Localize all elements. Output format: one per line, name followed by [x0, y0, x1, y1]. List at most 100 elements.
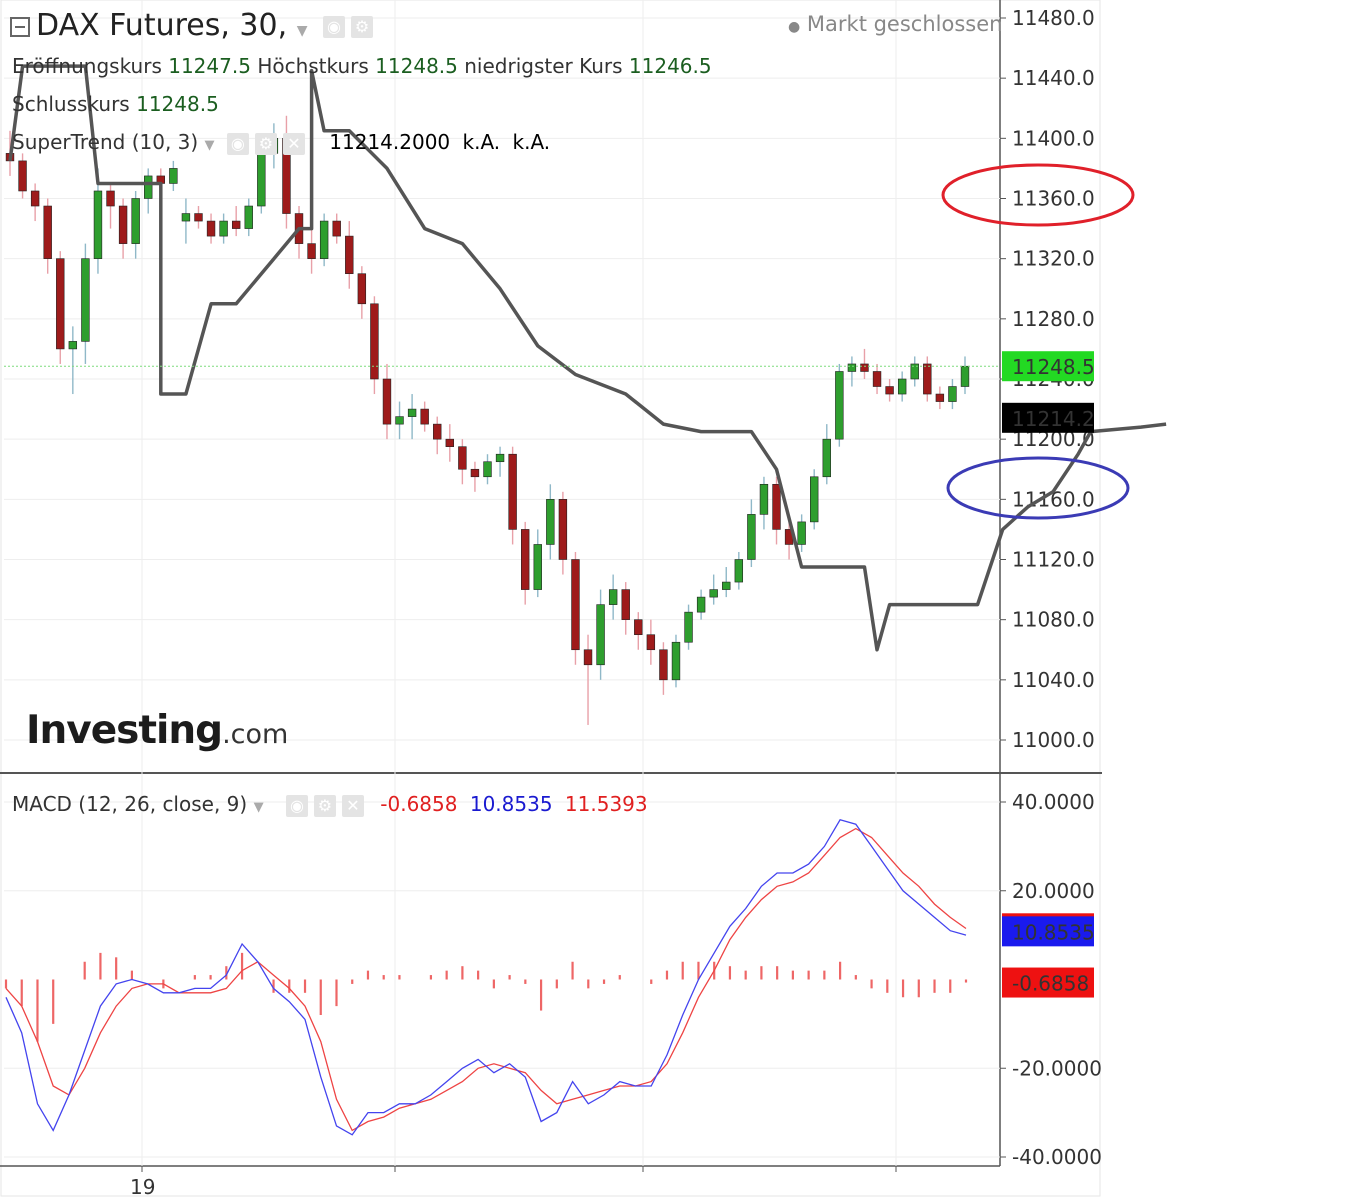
candle-body	[345, 235, 354, 275]
last-price-tag-bg	[1002, 351, 1094, 382]
symbol-label: DAX Futures, 30,	[36, 8, 288, 43]
last-price-tag-text: 11248.5	[1012, 355, 1095, 379]
macd-legend: MACD (12, 26, close, 9) ▼ ◉ ⚙ ✕ -0.6858 10…	[12, 792, 648, 817]
candle-body	[382, 378, 392, 425]
candle-body	[43, 205, 52, 259]
open-label: Eröffnungskurs	[12, 54, 162, 78]
candle-body	[923, 363, 932, 395]
price-tick-label: 11080.0	[1012, 608, 1095, 632]
last-price-tag: 11248.5	[1002, 351, 1095, 382]
candle-body	[935, 393, 945, 402]
open-value: 11247.5	[168, 54, 251, 78]
candle-body	[521, 529, 530, 590]
candle-body	[319, 220, 329, 259]
candle-body	[671, 641, 681, 681]
candle-body	[772, 483, 781, 530]
candle-body	[608, 589, 618, 605]
candle-body	[106, 190, 115, 207]
supertrend-legend: SuperTrend (10, 3) ▼ ◉ ⚙ ✕ 11214.2000 k.A.…	[12, 130, 550, 155]
candle-body	[144, 175, 153, 199]
price-tick-label: 11480.0	[1012, 6, 1095, 30]
macd-tag-bg	[1002, 916, 1094, 947]
candle-body	[470, 468, 480, 478]
candle-body	[722, 581, 731, 590]
symbol-dropdown-icon[interactable]: ▼	[296, 23, 308, 39]
close-icon[interactable]: ✕	[282, 132, 305, 155]
macd-tick-label: 40.0000	[1012, 790, 1095, 814]
candle-body	[433, 423, 442, 440]
eye-icon[interactable]: ◉	[285, 794, 308, 817]
candle-body	[734, 559, 744, 583]
gear-icon[interactable]: ⚙	[351, 15, 374, 38]
candle-body	[131, 198, 140, 244]
candle-body	[81, 258, 90, 342]
candle-body	[244, 205, 253, 229]
gear-icon[interactable]: ⚙	[313, 794, 336, 817]
close-label: Schlusskurs	[12, 92, 130, 116]
candle-body	[483, 461, 492, 478]
candle-body	[219, 220, 228, 237]
candle-body	[709, 589, 718, 598]
chart-title: DAX Futures, 30, ▼ ◉ ⚙	[10, 8, 374, 43]
candle-body	[332, 220, 341, 237]
annotation-ellipse-red	[941, 163, 1135, 227]
macd-tick-label: 20.0000	[1012, 879, 1095, 903]
eye-icon[interactable]: ◉	[323, 15, 346, 38]
macd-tick-label: -40.0000	[1012, 1145, 1102, 1169]
macd-tag: 10.8535	[1002, 916, 1095, 947]
brand-logo: Investing.com	[26, 708, 288, 753]
candle-body	[571, 559, 580, 651]
macd-line	[5, 819, 967, 1136]
supertrend-na-2: k.A.	[512, 130, 551, 154]
candle-body	[847, 363, 857, 372]
price-tick-label: 11400.0	[1012, 126, 1095, 150]
supertrend-na-1: k.A.	[462, 130, 501, 154]
price-tick-label: 11120.0	[1012, 548, 1095, 572]
candle-body	[696, 596, 706, 613]
candle-body	[759, 483, 769, 515]
macd-name: MACD (12, 26, close, 9)	[12, 792, 248, 816]
hist-tag-text: -0.6858	[1012, 972, 1089, 996]
candle-body	[118, 205, 128, 244]
candle-body	[407, 408, 417, 417]
candle-body	[257, 153, 266, 207]
supertrend-tag: 11214.2	[1002, 402, 1095, 433]
chart-frame	[0, 0, 1101, 1197]
supertrend-tag-text: 11214.2	[1012, 407, 1095, 431]
collapse-icon[interactable]	[10, 16, 30, 37]
eye-icon[interactable]: ◉	[226, 132, 249, 155]
annotation-ellipse-blue	[946, 456, 1130, 520]
low-value: 11246.5	[628, 54, 712, 78]
supertrend-dropdown-icon[interactable]: ▼	[204, 138, 215, 153]
candle-body	[18, 160, 27, 192]
supertrend-value: 11214.2000	[329, 130, 451, 154]
candle-body	[810, 476, 819, 523]
candle-body	[206, 220, 216, 237]
candle-body	[169, 168, 178, 184]
candle-body	[30, 190, 40, 207]
close-value: 11248.5	[136, 92, 219, 116]
candle-body	[231, 220, 241, 229]
candle-body	[596, 604, 605, 666]
price-tick-label: 11360.0	[1012, 187, 1095, 211]
supertrend-name: SuperTrend (10, 3)	[12, 130, 199, 154]
candle-body	[458, 446, 467, 470]
candle-body	[822, 438, 831, 478]
candle-body	[835, 371, 844, 440]
macd-dropdown-icon[interactable]: ▼	[253, 800, 264, 815]
candle-body	[357, 273, 367, 305]
candle-body	[634, 619, 643, 636]
candle-body	[797, 521, 806, 545]
supertrend-line	[8, 64, 1167, 652]
ohlc-legend: Eröffnungskurs 11247.5 Höchstkurs 11248.…	[12, 54, 712, 78]
close-icon[interactable]: ✕	[341, 794, 364, 817]
candle-body	[495, 453, 505, 463]
candle-body	[546, 499, 555, 545]
gear-icon[interactable]: ⚙	[254, 132, 277, 155]
candle-body	[56, 258, 65, 350]
high-label: Höchstkurs	[257, 54, 369, 78]
price-tick-label: 11280.0	[1012, 307, 1095, 331]
candle-body	[910, 363, 919, 380]
price-tick-label: 11440.0	[1012, 66, 1095, 90]
